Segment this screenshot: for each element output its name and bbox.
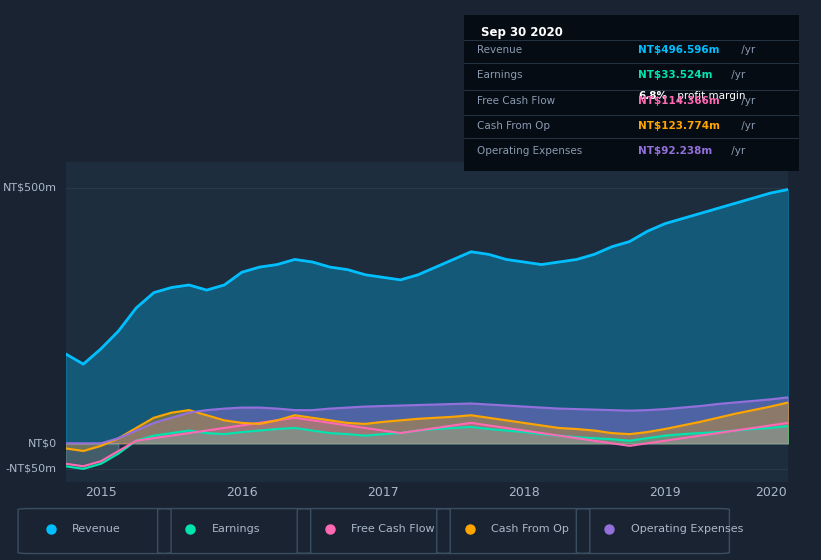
Text: NT$496.596m: NT$496.596m [638, 45, 719, 55]
Text: NT$0: NT$0 [28, 438, 57, 449]
Text: -NT$50m: -NT$50m [6, 464, 57, 474]
Text: Cash From Op: Cash From Op [491, 524, 569, 534]
Text: Operating Expenses: Operating Expenses [477, 146, 583, 156]
Text: /yr: /yr [728, 146, 745, 156]
Text: /yr: /yr [737, 45, 754, 55]
Text: profit margin: profit margin [674, 91, 745, 101]
Text: Cash From Op: Cash From Op [477, 121, 550, 131]
Text: /yr: /yr [737, 96, 754, 106]
Text: Revenue: Revenue [72, 524, 121, 534]
Text: Free Cash Flow: Free Cash Flow [351, 524, 435, 534]
Text: /yr: /yr [728, 69, 745, 80]
Text: Earnings: Earnings [212, 524, 260, 534]
Text: NT$114.366m: NT$114.366m [638, 96, 720, 106]
Text: NT$123.774m: NT$123.774m [638, 121, 720, 131]
Text: /yr: /yr [737, 121, 754, 131]
Text: Earnings: Earnings [477, 69, 523, 80]
Text: NT$33.524m: NT$33.524m [638, 69, 713, 80]
Text: Sep 30 2020: Sep 30 2020 [480, 26, 562, 39]
Text: 6.8%: 6.8% [638, 91, 667, 101]
Text: Revenue: Revenue [477, 45, 522, 55]
Text: Operating Expenses: Operating Expenses [631, 524, 743, 534]
Text: NT$500m: NT$500m [2, 183, 57, 193]
Text: Free Cash Flow: Free Cash Flow [477, 96, 555, 106]
Text: NT$92.238m: NT$92.238m [638, 146, 713, 156]
